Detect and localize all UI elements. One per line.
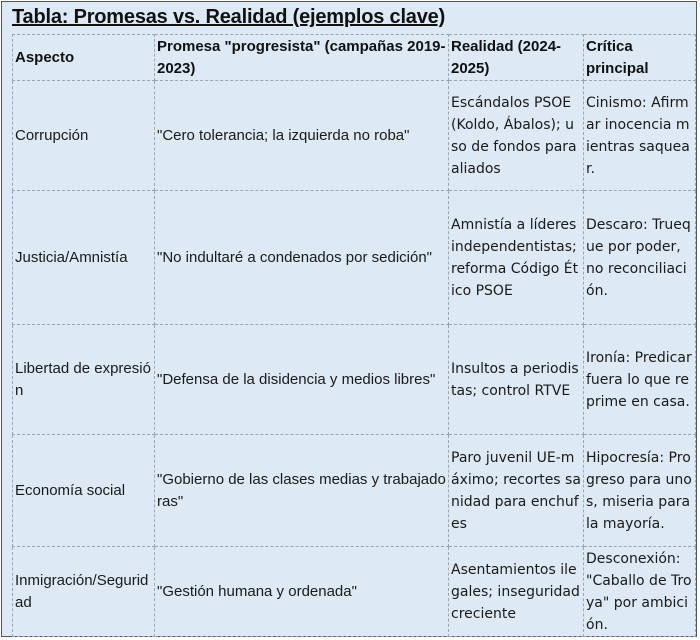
cell-aspecto: Economía social (12, 434, 155, 547)
table-row: Corrupción "Cero tolerancia; la izquierd… (12, 80, 696, 191)
cell-promesa: "Gestión humana y ordenada" (154, 546, 449, 637)
header-aspecto: Aspecto (12, 34, 155, 81)
table-title: Tabla: Promesas vs. Realidad (ejemplos c… (12, 6, 446, 28)
cell-critica: Ironía: Predicar fuera lo que reprime en… (583, 324, 696, 435)
table-row: Justicia/Amnistía "No indultaré a conden… (12, 190, 696, 325)
cell-realidad: Paro juvenil UE-máximo; recortes sanidad… (448, 434, 584, 547)
cell-realidad: Asentamientos ilegales; inseguridad crec… (448, 546, 584, 637)
cell-critica: Desconexión: "Caballo de Troya" por ambi… (583, 546, 696, 637)
header-realidad: Realidad (2024-2025) (448, 34, 584, 81)
comparison-table: Aspecto Promesa "progresista" (campañas … (12, 34, 696, 637)
cell-realidad: Insultos a periodistas; control RTVE (448, 324, 584, 435)
cell-aspecto: Inmigración/Seguridad (12, 546, 155, 637)
cell-realidad: Amnistía a líderes independentistas; ref… (448, 190, 584, 325)
cell-critica: Descaro: Trueque por poder, no reconcili… (583, 190, 696, 325)
table-row: Economía social "Gobierno de las clases … (12, 434, 696, 547)
header-promesa: Promesa "progresista" (campañas 2019-202… (154, 34, 449, 81)
cell-critica: Hipocresía: Progreso para unos, miseria … (583, 434, 696, 547)
header-critica: Crítica principal (583, 34, 696, 81)
cell-promesa: "No indultaré a condenados por sedición" (154, 190, 449, 325)
table-row: Inmigración/Seguridad "Gestión humana y … (12, 546, 696, 637)
cell-critica: Cinismo: Afirmar inocencia mientras saqu… (583, 80, 696, 191)
cell-promesa: "Defensa de la disidencia y medios libre… (154, 324, 449, 435)
cell-promesa: "Cero tolerancia; la izquierda no roba" (154, 80, 449, 191)
header-row: Aspecto Promesa "progresista" (campañas … (12, 34, 696, 81)
table-row: Libertad de expresión "Defensa de la dis… (12, 324, 696, 435)
cell-aspecto: Justicia/Amnistía (12, 190, 155, 325)
cell-realidad: Escándalos PSOE (Koldo, Ábalos); uso de … (448, 80, 584, 191)
cell-promesa: "Gobierno de las clases medias y trabaja… (154, 434, 449, 547)
cell-aspecto: Corrupción (12, 80, 155, 191)
cell-aspecto: Libertad de expresión (12, 324, 155, 435)
